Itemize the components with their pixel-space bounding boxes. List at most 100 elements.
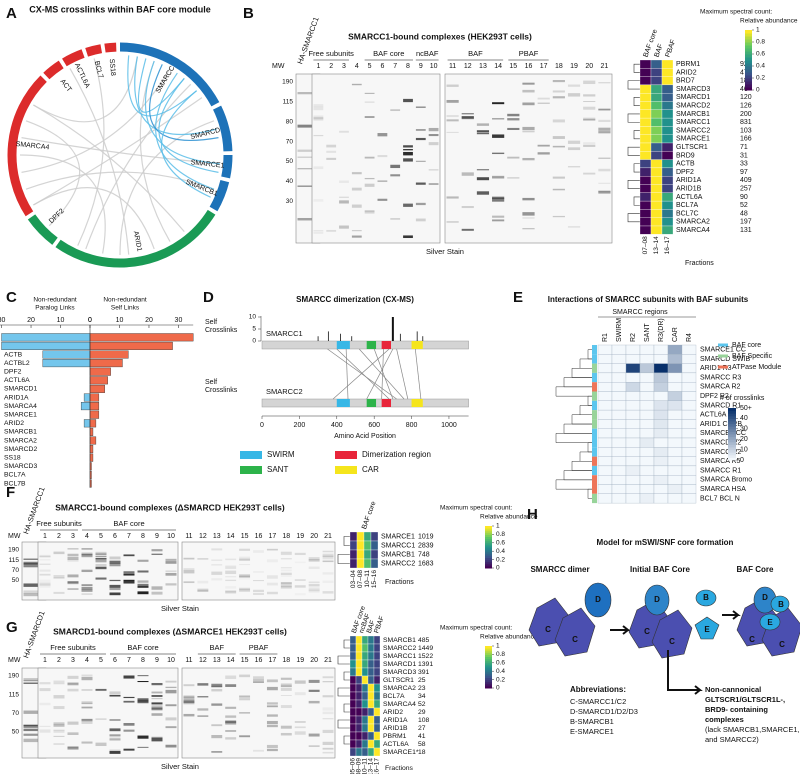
dendrogram (337, 719, 350, 729)
arrow (667, 650, 703, 695)
row-label: ARID1 CBRB (700, 421, 742, 428)
dendrogram (587, 349, 592, 360)
heatmap-cell (611, 419, 627, 429)
colorbar (485, 652, 492, 655)
gel-band (95, 577, 107, 580)
gel-band (507, 156, 520, 159)
heatmap-cell (597, 484, 613, 494)
gel-band (322, 707, 334, 711)
gel-band (266, 702, 278, 705)
fraction-label: 13–14 (368, 758, 375, 774)
colorbar (485, 648, 492, 651)
gel-band (280, 694, 292, 697)
colorbar (485, 557, 492, 561)
heatmap-cell (611, 437, 627, 448)
heatmap-cell (661, 134, 674, 144)
gel-band (211, 578, 223, 581)
subunit-label: C (669, 637, 675, 646)
lane-number: 4 (355, 63, 359, 70)
legend-swatch (718, 354, 728, 358)
group-strip (592, 363, 597, 373)
heatmap-cell (355, 723, 363, 733)
heatmap-cell (361, 651, 369, 661)
gel-band (253, 580, 264, 582)
gel-band (81, 741, 93, 744)
gel-band (280, 585, 292, 589)
row-label: SMARCC1 (676, 119, 710, 126)
gel-band (522, 157, 535, 161)
heatmap-cell (625, 475, 641, 485)
crosslink (119, 120, 215, 256)
lane-number: 8 (141, 533, 145, 540)
gel-band (313, 232, 324, 234)
heatmap-cell (667, 447, 683, 457)
segment-label: SMARCA4 (15, 141, 49, 152)
gel-band (239, 574, 251, 578)
label: Non-redundant (103, 297, 147, 304)
heatmap-cell (355, 707, 363, 717)
count-label: 46 (740, 86, 748, 93)
dendrogram (571, 368, 592, 378)
group-label: Free subunits (308, 49, 354, 58)
heatmap-cell (667, 493, 683, 504)
gel-band (322, 560, 334, 562)
gel-band (81, 589, 93, 592)
lane-number: 8 (406, 63, 410, 70)
count-label: 831 (740, 119, 752, 126)
y-tick-label: 5 (252, 326, 256, 333)
heatmap-cell (667, 391, 683, 401)
colorbar-label: 0.8 (496, 531, 505, 538)
gel-band (151, 713, 163, 716)
heatmap-cell (639, 151, 652, 160)
segment-label: ACTL6A (73, 62, 91, 89)
gel-band (476, 130, 490, 132)
bar (89, 359, 123, 368)
lane-number: 7 (127, 657, 131, 664)
gel-band (95, 558, 107, 562)
heatmap-cell (650, 167, 663, 177)
gel-band (53, 695, 65, 699)
gel-band (552, 119, 565, 123)
colorbar-label: 40 (740, 415, 748, 422)
count-label: 47 (740, 69, 748, 76)
gel-band (567, 84, 581, 87)
gel-band (81, 676, 93, 681)
colorbar (745, 36, 752, 40)
heatmap-cell (639, 126, 652, 135)
gel-band (583, 118, 596, 121)
heatmap-cell (597, 344, 613, 355)
colorbar-label: 10 (740, 446, 748, 453)
domain (381, 399, 391, 407)
row-label: BRD7 (676, 78, 695, 85)
heatmap-cell (661, 200, 674, 210)
heatmap-cell (650, 84, 663, 94)
category-label: ARID2 (4, 420, 24, 427)
mw-marker: 40 (286, 178, 294, 185)
heatmap-cell (681, 456, 697, 467)
gel-band (280, 569, 292, 572)
heatmap-cell (373, 715, 381, 725)
gel-band (109, 592, 121, 596)
row-label: SMARCE1* (383, 749, 419, 756)
lane-number: 17 (269, 657, 277, 664)
gel-band (322, 554, 334, 557)
gel-band (415, 129, 426, 131)
colorbar-label: 0.2 (496, 556, 505, 563)
gel-band (39, 573, 51, 576)
gel-band (81, 720, 93, 722)
gel-band (403, 149, 413, 151)
x-tick-label: 10 (57, 317, 65, 324)
gel-band (211, 564, 223, 566)
gel-band (225, 720, 237, 723)
gel-band (39, 729, 51, 733)
gel-band (322, 681, 334, 683)
gel-band (313, 115, 324, 118)
gel-band (197, 580, 209, 584)
colorbar-label: 0.6 (496, 660, 505, 667)
count-label: 391 (418, 669, 430, 676)
gel-band (492, 176, 505, 179)
colorbar (485, 658, 492, 662)
row-label: GLTSCR1 (383, 677, 414, 684)
gel-band (322, 741, 334, 746)
gel-band (598, 82, 611, 84)
